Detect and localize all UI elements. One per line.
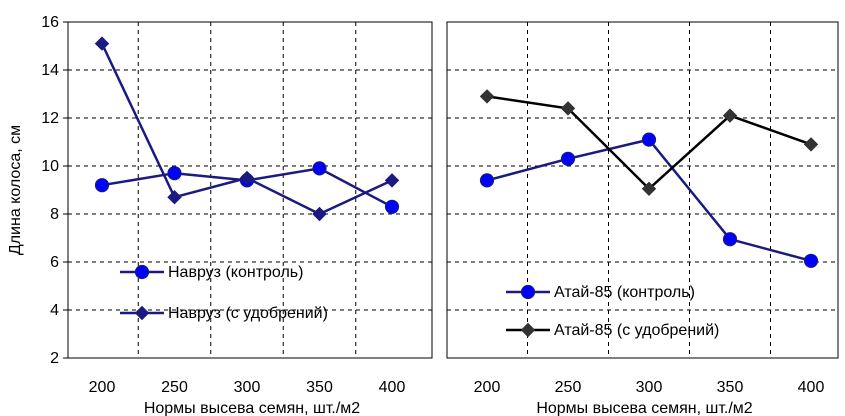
data-point-circle [641,132,657,147]
x-tick-label: 250 [555,379,582,396]
legend-item: Навруз (с удобрений) [120,305,328,322]
x-tick-label: 250 [161,379,188,396]
data-point-circle [560,151,576,166]
series-1 [479,132,819,268]
x-tick-label: 300 [234,379,261,396]
data-point-circle [134,264,150,280]
data-point-diamond [641,181,657,197]
series-line [100,43,393,216]
plot-frame [67,21,433,359]
x-tick-label: 350 [306,379,333,396]
data-point-diamond [239,170,255,186]
y-tick-label: 14 [41,62,59,79]
chart-panel-2: 200 250 300 350 400 Нормы высева семян, шт./м… [446,21,839,416]
data-point-diamond [134,305,150,321]
x-tick-label: 200 [89,379,116,396]
y-tick-label: 8 [50,206,59,223]
legend-label: Навруз (контроль) [168,264,303,281]
data-point-circle [479,173,495,188]
legend-item: Навруз (контроль) [120,264,303,281]
y-tick-label: 4 [50,302,59,319]
x-tick-label: 200 [474,379,501,396]
data-point-diamond [560,101,576,116]
data-point-diamond [520,322,536,338]
data-point-diamond [722,108,738,123]
data-point-circle [803,253,819,268]
chart-panel-1: 2 4 6 8 10 12 14 16 200 250 300 350 400 Нормы высева … [7,14,433,416]
series-1 [94,161,400,214]
legend-item: Атай-85 (с удобрений) [506,322,719,339]
legend-item: Атай-85 (контроль) [506,284,695,301]
legend-label: Атай-85 (с удобрений) [554,322,719,339]
y-tick-label: 16 [41,14,59,31]
x-axis-title: Нормы высева семян, шт./м2 [144,400,360,416]
legend: Атай-85 (контроль) Атай-85 (с удобрений) [506,284,719,339]
series-2 [94,36,400,222]
data-point-diamond [94,36,110,51]
y-axis-title: Длина колоса, см [7,125,24,255]
data-point-circle [384,199,400,214]
series-line [486,138,812,263]
x-tick-label: 400 [379,379,406,396]
x-tick-label: 300 [636,379,663,396]
x-tick-label: 350 [717,379,744,396]
y-tick-label: 6 [50,254,59,271]
data-point-circle [722,232,738,247]
data-point-diamond [167,189,182,205]
legend-label: Навруз (с удобрений) [168,305,328,322]
data-point-diamond [312,206,327,222]
y-tick-label: 10 [41,158,59,175]
data-point-diamond [384,173,400,188]
data-point-diamond [479,89,495,104]
series-2 [479,89,819,197]
y-tick-label: 2 [50,350,59,367]
legend: Навруз (контроль) Навруз (с удобрений) [120,264,328,322]
data-point-circle [167,166,182,181]
plot-frame [446,21,839,359]
x-tick-label: 400 [798,379,825,396]
y-tick-label: 12 [41,110,59,127]
legend-label: Атай-85 (контроль) [554,284,695,301]
data-point-circle [94,178,110,193]
data-point-circle [520,284,536,300]
x-axis-title: Нормы высева семян, шт./м2 [536,400,752,416]
data-point-diamond [803,137,819,152]
data-point-circle [312,161,327,176]
